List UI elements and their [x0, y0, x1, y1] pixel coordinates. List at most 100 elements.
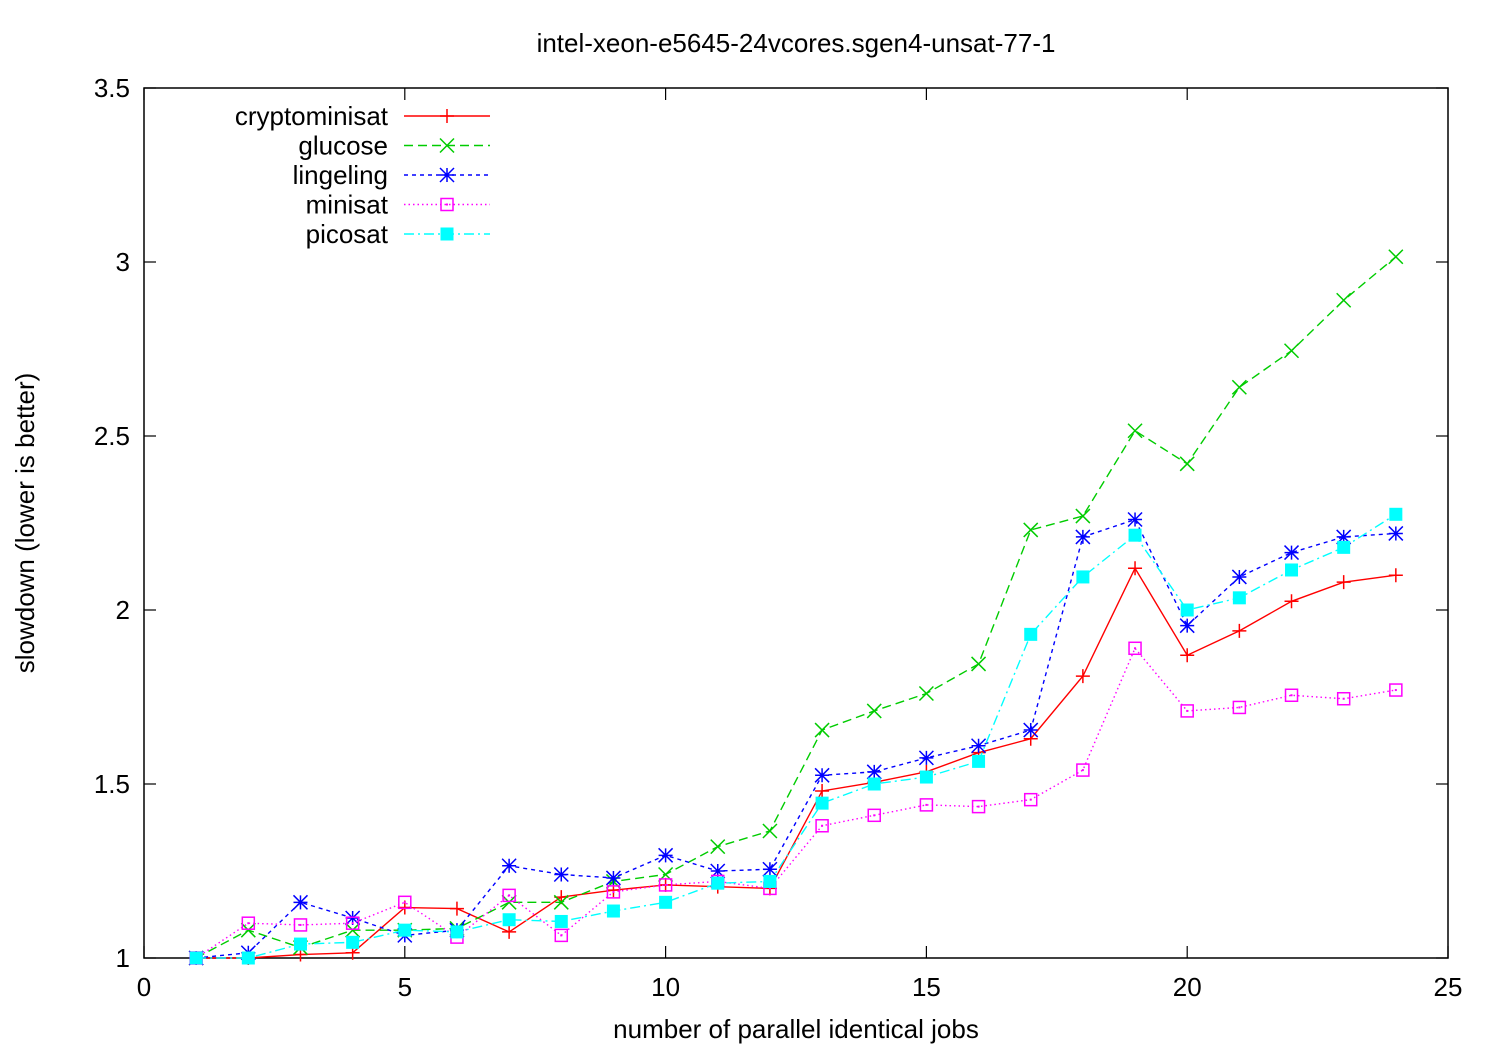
marker-square	[1023, 792, 1038, 807]
data-point-lingeling	[971, 738, 987, 754]
data-point-picosat	[1180, 603, 1194, 617]
data-point-picosat	[502, 913, 516, 927]
y-tick-label: 2.5	[94, 421, 130, 451]
y-tick-label: 2	[116, 595, 130, 625]
series-line-picosat	[196, 513, 1397, 959]
data-point-minisat	[1232, 700, 1247, 715]
data-point-glucose	[1283, 343, 1300, 359]
marker-square	[867, 808, 881, 823]
marker-square	[919, 798, 934, 812]
data-point-minisat	[241, 916, 256, 930]
legend-marker-minisat	[440, 197, 454, 212]
chart-title: intel-xeon-e5645-24vcores.sgen4-unsat-77…	[537, 28, 1056, 58]
data-point-picosat	[867, 777, 881, 791]
data-point-cryptominisat	[1128, 561, 1143, 576]
marker-center-dot	[446, 203, 448, 206]
data-point-picosat	[554, 914, 568, 928]
series-line-minisat	[195, 646, 1396, 959]
data-point-picosat	[1389, 507, 1403, 521]
legend-marker-cryptominisat	[440, 109, 454, 123]
marker-square	[440, 197, 454, 212]
data-point-picosat	[1337, 540, 1351, 554]
data-point-picosat	[450, 925, 464, 939]
data-point-glucose	[1023, 522, 1039, 538]
marker-center-dot	[821, 824, 824, 827]
data-point-picosat	[815, 796, 829, 810]
marker-square	[293, 918, 308, 932]
data-point-glucose	[866, 703, 882, 719]
marker-square	[971, 799, 986, 814]
data-point-lingeling	[1388, 525, 1404, 541]
marker-center-dot	[508, 894, 511, 897]
marker-center-dot	[873, 814, 876, 817]
marker-center-dot	[299, 923, 302, 926]
x-tick-label: 25	[1434, 972, 1463, 1002]
data-point-cryptominisat	[1336, 575, 1351, 590]
legend-label: minisat	[306, 190, 389, 220]
x-tick-label: 5	[398, 972, 412, 1002]
data-point-lingeling	[762, 861, 778, 877]
data-point-lingeling	[605, 870, 621, 886]
marker-square	[502, 888, 516, 903]
marker-square	[815, 819, 829, 833]
data-point-picosat	[398, 923, 412, 937]
marker-center-dot	[1238, 706, 1241, 709]
data-point-lingeling	[1023, 722, 1039, 738]
data-point-picosat	[1024, 627, 1038, 641]
data-point-glucose	[345, 922, 361, 938]
data-point-cryptominisat	[449, 901, 464, 916]
marker-center-dot	[1081, 769, 1084, 772]
marker-square	[1128, 641, 1142, 656]
marker-center-dot	[1186, 709, 1189, 712]
data-point-glucose	[1388, 249, 1404, 265]
data-point-glucose	[501, 894, 517, 910]
data-point-picosat	[1232, 591, 1246, 605]
marker-square	[554, 928, 569, 943]
data-point-cryptominisat	[502, 924, 517, 939]
data-point-minisat	[398, 895, 412, 910]
data-point-lingeling	[918, 750, 934, 766]
data-point-minisat	[345, 916, 360, 930]
y-tick-label: 3	[116, 247, 130, 277]
data-point-minisat	[293, 918, 308, 932]
data-point-lingeling	[814, 767, 830, 783]
marker-center-dot	[560, 934, 563, 937]
series-layer	[188, 249, 1404, 966]
data-point-minisat	[658, 878, 673, 892]
data-point-minisat	[1076, 763, 1090, 777]
legend-marker-glucose	[439, 137, 455, 154]
data-point-lingeling	[553, 866, 569, 883]
data-point-minisat	[867, 808, 881, 823]
data-point-cryptominisat	[1388, 568, 1403, 583]
marker-square	[1180, 704, 1194, 718]
data-point-lingeling	[1127, 511, 1143, 528]
legend-label: picosat	[306, 219, 389, 249]
marker-center-dot	[1342, 697, 1345, 700]
marker-center-dot	[612, 890, 615, 893]
marker-center-dot	[977, 805, 980, 808]
x-axis-label: number of parallel identical jobs	[613, 1014, 979, 1044]
data-point-picosat	[972, 754, 986, 768]
legend-marker-lingeling	[439, 167, 455, 183]
y-tick-label: 1.5	[94, 769, 130, 799]
data-point-glucose	[814, 722, 830, 738]
data-point-glucose	[240, 922, 256, 938]
data-point-minisat	[919, 798, 934, 812]
series-minisat	[189, 641, 1403, 965]
series-glucose	[188, 249, 1404, 966]
marker-square	[241, 916, 256, 930]
data-point-minisat	[606, 885, 621, 899]
data-point-lingeling	[1075, 529, 1091, 545]
series-line-cryptominisat	[196, 566, 1396, 959]
marker-center-dot	[1394, 689, 1397, 692]
data-point-minisat	[1180, 704, 1194, 718]
data-point-lingeling	[1231, 569, 1247, 585]
data-point-minisat	[971, 799, 986, 814]
data-point-lingeling	[658, 847, 674, 863]
series-picosat	[189, 507, 1403, 965]
marker-center-dot	[1029, 798, 1032, 801]
marker-square	[398, 895, 412, 910]
data-point-minisat	[502, 888, 516, 903]
y-tick-label: 3.5	[94, 73, 130, 103]
marker-center-dot	[403, 901, 406, 904]
